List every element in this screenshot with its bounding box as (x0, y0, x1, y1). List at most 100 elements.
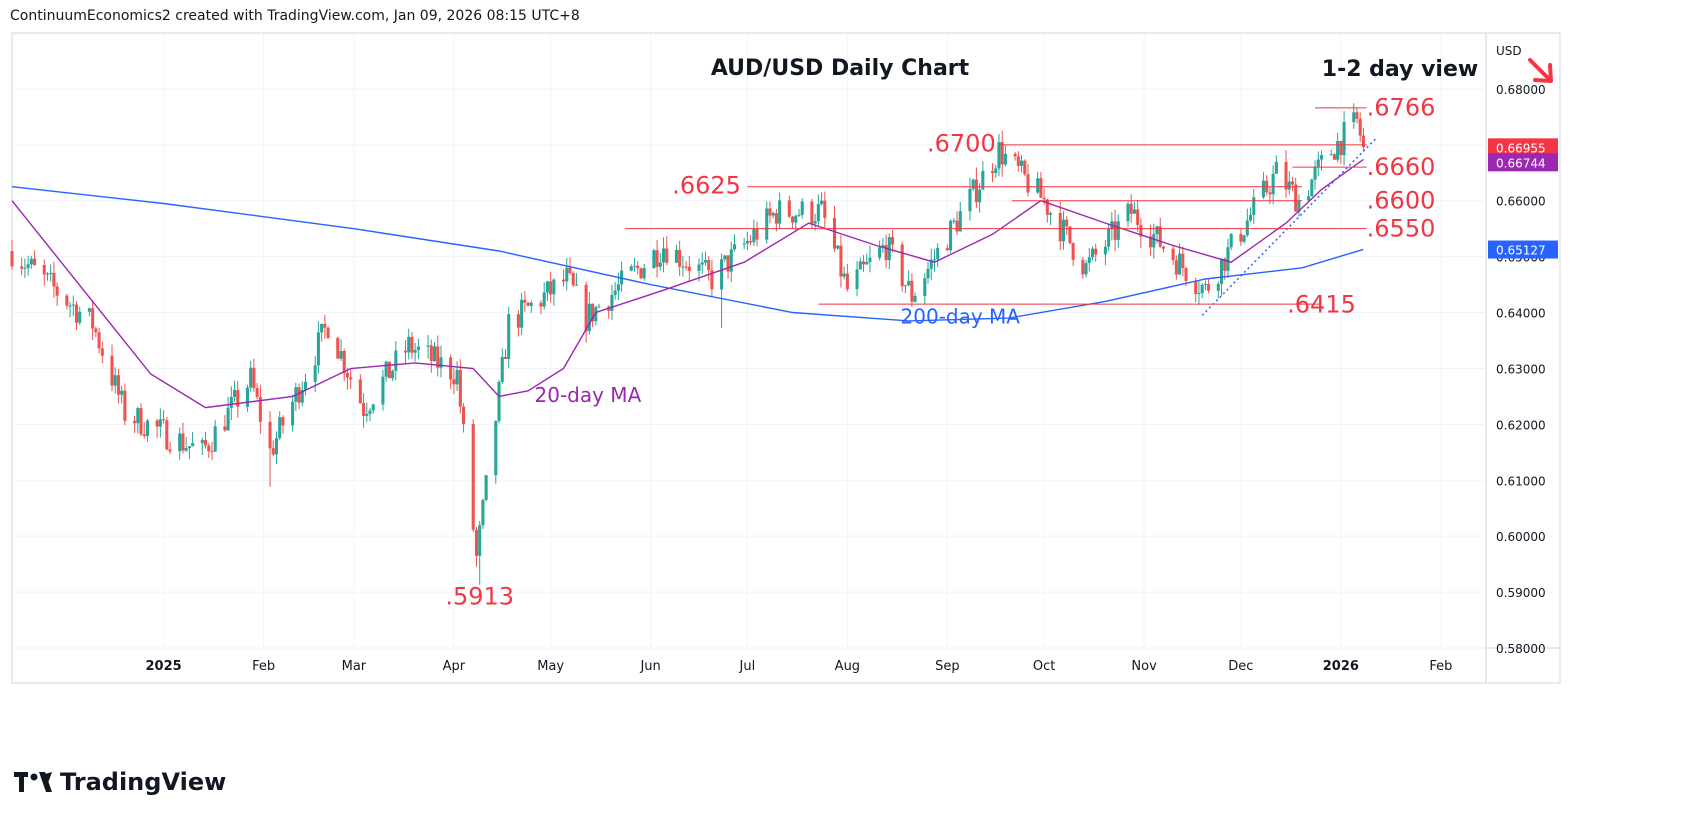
x-tick-label: Jul (739, 659, 756, 674)
candle-body (881, 245, 885, 248)
candle-body (116, 375, 120, 395)
candle-body (752, 229, 756, 243)
candle-body (168, 449, 172, 452)
candle-body (1178, 253, 1182, 275)
candle-body (1310, 179, 1314, 197)
candle-body (1045, 199, 1049, 215)
x-tick-label: Mar (342, 659, 367, 674)
candle-body (1152, 234, 1156, 248)
candle-body (455, 369, 459, 385)
candle-body (529, 302, 533, 306)
candle-body (655, 250, 659, 267)
currency-label: USD (1496, 44, 1522, 58)
candle-body (452, 379, 456, 385)
y-tick-label: 0.59000 (1496, 586, 1546, 600)
candle-body (929, 259, 933, 269)
candle-body (842, 273, 846, 277)
candle-body (1003, 153, 1007, 165)
x-tick-label: Dec (1228, 659, 1253, 674)
candle-body (1268, 192, 1272, 195)
candle-body (936, 248, 940, 260)
candle-body (500, 356, 504, 382)
candle-body (1042, 197, 1046, 200)
candle-body (845, 273, 849, 290)
candle-body (49, 272, 53, 274)
time-axis: 2025 Feb Mar Apr May Jun Jul Aug Sep Oct Nov Dec 202… (145, 659, 1452, 674)
candle-body (233, 389, 237, 397)
candle-body (52, 272, 56, 287)
candle-body (226, 407, 230, 431)
candle-body (878, 247, 882, 258)
candle-body (1129, 203, 1133, 214)
candle-body (913, 296, 917, 302)
candle-body (932, 259, 936, 261)
candle-body (571, 272, 575, 286)
ma200-line (11, 186, 1364, 322)
y-tick-label: 0.62000 (1496, 418, 1546, 432)
ma200-label: 200-day MA (901, 305, 1021, 329)
candle-body (252, 367, 256, 389)
candle-body (1158, 226, 1162, 247)
candle-body (707, 260, 711, 271)
candle-body (1197, 293, 1201, 295)
candle-body (945, 248, 949, 251)
candle-body (926, 268, 930, 279)
candle-body (661, 248, 666, 263)
chart-titles: AUD/USD Daily Chart 1-2 day view (711, 56, 1553, 83)
candle-body (516, 314, 520, 328)
level-label: .6415 (1287, 291, 1356, 319)
candle-body (110, 355, 114, 386)
candle-body (791, 216, 795, 223)
footer-brand[interactable]: TradingView (14, 768, 226, 796)
candle-body (10, 251, 14, 267)
candle-body (907, 280, 911, 286)
candle-body (439, 357, 443, 368)
candle-body (823, 200, 827, 218)
candle-body (432, 346, 437, 362)
candle-body (861, 261, 866, 265)
candle-body (320, 323, 324, 333)
candle-body (794, 215, 798, 223)
candle-body (1090, 248, 1095, 258)
candle-body (552, 279, 556, 295)
footer-brand-name: TradingView (60, 768, 227, 796)
candle-body (462, 406, 466, 425)
candle-body (1223, 258, 1227, 271)
y-tick-label: 0.63000 (1496, 362, 1546, 376)
candle-body (687, 266, 691, 271)
x-tick-label: Nov (1131, 659, 1157, 674)
chart-frame (11, 32, 1561, 684)
candle-body (371, 404, 375, 411)
candle-body (742, 243, 746, 245)
candle-body (368, 410, 372, 414)
arrow-shaft (1528, 58, 1551, 81)
candle-body (1174, 260, 1178, 275)
candle-body (1171, 248, 1175, 261)
x-tick-label: Oct (1033, 659, 1055, 674)
candle-body (1065, 219, 1069, 227)
candle-body (629, 266, 633, 271)
candle-body (681, 266, 685, 268)
candle-body (345, 373, 349, 378)
candle-body (1249, 214, 1253, 221)
candle-body (610, 294, 614, 311)
candle-body (1023, 160, 1027, 175)
candle-body (1245, 220, 1249, 236)
candle-body (158, 419, 162, 427)
candle-body (539, 302, 543, 307)
candle-body (1126, 203, 1130, 222)
candle-body (1184, 268, 1188, 281)
candle-body (1271, 173, 1275, 195)
candle-body (836, 245, 840, 249)
candle-body (365, 413, 369, 416)
candle-body (591, 303, 595, 322)
candle-body (1316, 159, 1320, 168)
candle-body (800, 201, 804, 215)
candle-body (955, 220, 959, 232)
candle-body (684, 266, 688, 268)
level-label: .6600 (1367, 187, 1436, 215)
candle-body (507, 314, 511, 359)
x-tick-label: 2025 (145, 659, 181, 674)
